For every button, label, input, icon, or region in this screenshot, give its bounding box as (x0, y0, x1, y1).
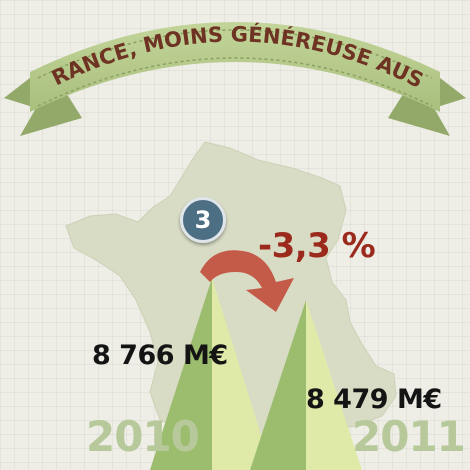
decrease-arrow (200, 250, 294, 312)
year-label-2011: 2011 (352, 412, 466, 461)
percent-change: -3,3 % (258, 226, 376, 266)
title-ribbon: LA FRANCE, MOINS GÉNÉREUSE AUSSI... (0, 0, 466, 136)
year-label-2010: 2010 (86, 412, 200, 461)
amount-2011: 8 479 M€ (306, 384, 442, 415)
step-number-badge: 3 (180, 197, 226, 243)
triangle-2010 (150, 278, 272, 470)
amount-2010: 8 766 M€ (92, 340, 228, 371)
triangle-2011 (250, 300, 362, 470)
